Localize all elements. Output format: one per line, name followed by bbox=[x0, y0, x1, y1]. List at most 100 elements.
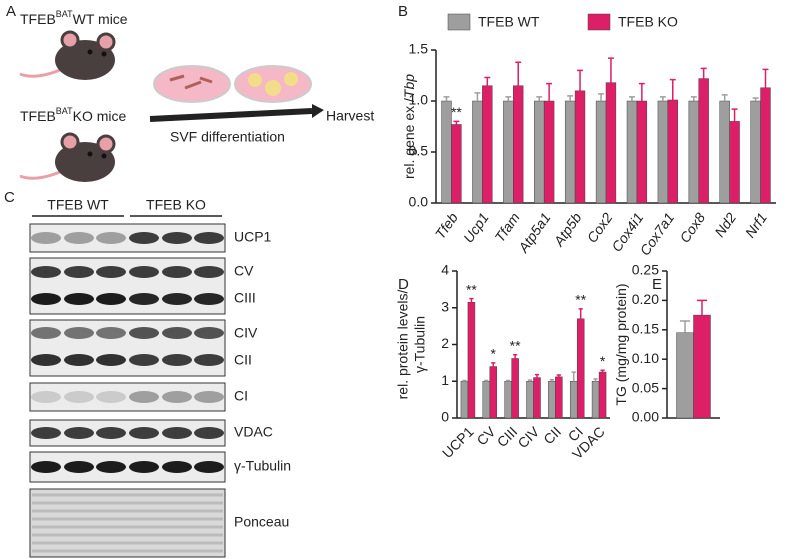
significance: ** bbox=[466, 281, 477, 297]
blot-band bbox=[64, 232, 94, 244]
bar bbox=[693, 314, 711, 419]
arrow-head bbox=[312, 104, 324, 118]
significance: ** bbox=[510, 337, 521, 353]
blot-band bbox=[162, 293, 192, 305]
blot-membrane bbox=[29, 257, 226, 315]
bar bbox=[482, 381, 491, 419]
blot-band bbox=[31, 354, 61, 366]
significance: * bbox=[491, 346, 497, 362]
y-axis-label: rel. gene ex./Tbp bbox=[401, 74, 417, 179]
error-bar bbox=[546, 82, 553, 101]
bar bbox=[729, 121, 740, 204]
harvest-label: Harvest bbox=[326, 108, 374, 124]
error-bar bbox=[527, 379, 533, 382]
error-bar bbox=[628, 96, 635, 101]
y-tick-label: 0.00 bbox=[632, 409, 659, 425]
blot-band bbox=[194, 327, 224, 339]
blot-band bbox=[194, 461, 224, 473]
blot-band bbox=[31, 232, 61, 244]
blot-membrane bbox=[29, 419, 226, 447]
blot-band bbox=[64, 266, 94, 278]
group-label: TFEB KO bbox=[146, 197, 206, 213]
legend-swatch bbox=[447, 13, 471, 31]
y-axis-label: TG (mg/mg protein) bbox=[613, 283, 629, 405]
error-bar bbox=[536, 96, 543, 101]
blot-band bbox=[162, 391, 192, 403]
bar bbox=[467, 301, 476, 419]
x-tick-label: Atp5b bbox=[550, 209, 585, 249]
error-bar bbox=[515, 61, 522, 86]
y-tick-label: 0.10 bbox=[632, 350, 659, 366]
error-bar bbox=[491, 362, 496, 367]
error-bar bbox=[484, 379, 489, 382]
blot-band bbox=[64, 354, 94, 366]
error-bar bbox=[721, 94, 728, 101]
error-bar bbox=[752, 97, 759, 101]
bar bbox=[595, 100, 607, 204]
y-axis-label-part: rel. gene ex./ bbox=[401, 98, 417, 179]
legend-label: TFEB KO bbox=[618, 14, 678, 30]
significance: ** bbox=[575, 292, 586, 308]
error-bar bbox=[731, 108, 738, 122]
error-bar bbox=[696, 299, 708, 316]
band-label: CIII bbox=[234, 290, 256, 306]
blot-band bbox=[96, 327, 126, 339]
wt-mice-label: TFEBBATWT mice bbox=[20, 9, 128, 26]
error-bar bbox=[593, 378, 598, 382]
bar bbox=[574, 90, 586, 204]
bar bbox=[657, 100, 669, 204]
blot-band bbox=[96, 232, 126, 244]
error-bar bbox=[700, 67, 707, 79]
bar bbox=[598, 371, 607, 419]
blot-band bbox=[162, 232, 192, 244]
blot-band bbox=[194, 293, 224, 305]
bar bbox=[472, 100, 483, 204]
y-tick-label: 0.05 bbox=[632, 379, 659, 395]
band-label: Ponceau bbox=[234, 514, 289, 530]
band-label: CIV bbox=[234, 325, 258, 341]
blot-band bbox=[96, 461, 126, 473]
blot-membrane bbox=[29, 488, 226, 558]
blot-band bbox=[129, 427, 159, 439]
band-label: CII bbox=[234, 352, 252, 368]
bar bbox=[719, 100, 730, 204]
x-tick-label: Cox8 bbox=[676, 209, 708, 245]
bar bbox=[569, 381, 578, 419]
blot-membrane bbox=[29, 451, 226, 483]
blot-membrane bbox=[29, 382, 226, 412]
mouse bbox=[19, 30, 116, 80]
x-tick-label: Nd2 bbox=[711, 209, 739, 239]
blot-band bbox=[31, 391, 61, 403]
error-bar bbox=[474, 92, 481, 101]
error-bar bbox=[556, 374, 561, 377]
bar bbox=[504, 381, 512, 419]
bar bbox=[605, 82, 617, 204]
bar bbox=[533, 377, 541, 419]
error-bar bbox=[513, 354, 518, 359]
bar bbox=[698, 78, 709, 204]
error-bar bbox=[534, 373, 540, 378]
blot-band bbox=[96, 354, 126, 366]
error-bar bbox=[469, 297, 474, 303]
mouse bbox=[19, 132, 116, 182]
error-bar bbox=[549, 379, 554, 382]
blot-band bbox=[96, 293, 126, 305]
blot-band bbox=[162, 266, 192, 278]
blot-band bbox=[129, 354, 159, 366]
blot-band bbox=[31, 461, 61, 473]
bar bbox=[543, 100, 555, 204]
blot-band bbox=[64, 293, 94, 305]
band-label: CV bbox=[234, 263, 254, 279]
error-bar bbox=[571, 371, 576, 382]
y-axis-label-part: Tbp bbox=[401, 74, 417, 98]
bar bbox=[636, 100, 648, 204]
bar bbox=[555, 376, 563, 419]
error-bar bbox=[462, 379, 467, 382]
blot-band bbox=[31, 327, 61, 339]
blot-band bbox=[162, 427, 192, 439]
error-bar bbox=[484, 76, 491, 86]
error-bar bbox=[577, 69, 584, 91]
bar bbox=[482, 85, 493, 204]
error-bar bbox=[443, 96, 450, 101]
